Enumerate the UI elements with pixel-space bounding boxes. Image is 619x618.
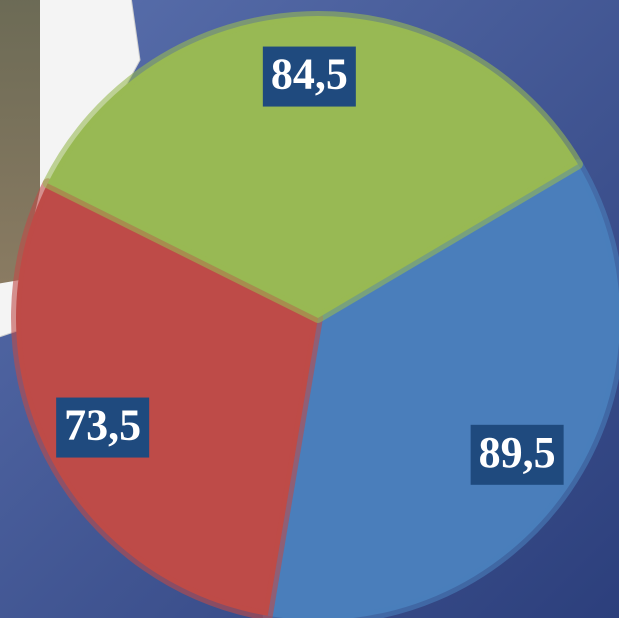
data-label: 89,5 [471,425,564,485]
data-label: 73,5 [56,398,149,458]
data-label: 84,5 [263,47,356,107]
data-label-text: 89,5 [479,428,556,477]
data-label-text: 84,5 [271,50,348,99]
pie: 89,5 73,5 84,5 [16,16,619,618]
data-label-text: 73,5 [64,401,141,450]
chart: 89,5 73,5 84,5 [0,0,619,618]
